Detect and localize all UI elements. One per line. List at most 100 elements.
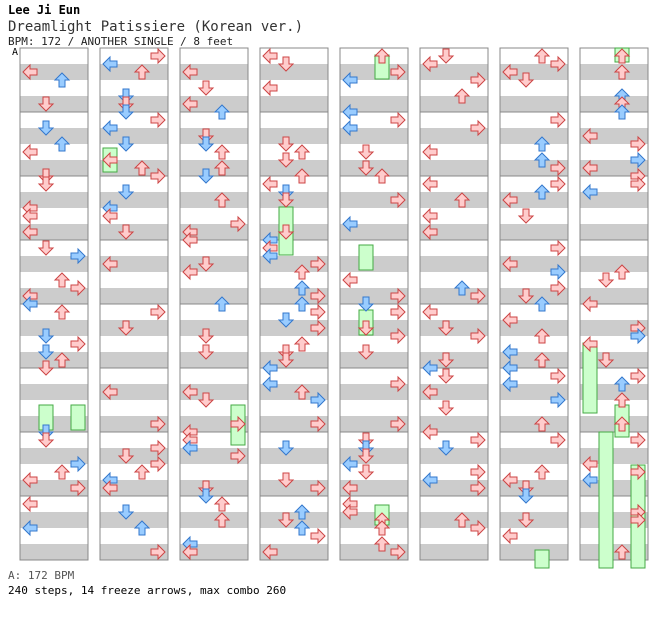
beat-stripe xyxy=(420,496,488,512)
beat-stripe xyxy=(500,512,568,528)
beat-stripe xyxy=(500,448,568,464)
beat-stripe xyxy=(100,416,168,432)
left-arrow-icon xyxy=(342,103,358,121)
beat-stripe xyxy=(340,288,408,304)
left-arrow-icon xyxy=(182,439,198,457)
up-arrow-icon xyxy=(293,144,311,160)
beat-stripe xyxy=(340,192,408,208)
down-arrow-icon xyxy=(37,240,55,256)
beat-stripe xyxy=(580,192,648,208)
column-border xyxy=(99,47,169,561)
down-arrow-icon xyxy=(357,320,375,336)
beat-stripe xyxy=(340,544,408,560)
beat-stripe xyxy=(340,400,408,416)
beat-stripe xyxy=(260,144,328,160)
down-arrow-icon xyxy=(437,400,455,416)
beat-stripe xyxy=(420,448,488,464)
down-arrow-icon xyxy=(277,192,295,208)
beat-stripe xyxy=(180,336,248,352)
beat-stripe xyxy=(420,256,488,272)
right-arrow-icon xyxy=(150,111,166,129)
beat-stripe xyxy=(340,176,408,192)
right-arrow-icon xyxy=(310,287,326,305)
left-arrow-icon xyxy=(502,255,518,273)
up-arrow-icon xyxy=(453,512,471,528)
beat-stripe xyxy=(20,240,88,256)
beat-stripe xyxy=(420,400,488,416)
left-arrow-icon xyxy=(102,383,118,401)
left-arrow-icon xyxy=(262,47,278,65)
beat-stripe xyxy=(260,512,328,528)
beat-stripe xyxy=(340,144,408,160)
down-arrow-icon xyxy=(117,136,135,152)
beat-stripe xyxy=(500,160,568,176)
beat-stripe xyxy=(180,192,248,208)
down-arrow-icon xyxy=(37,344,55,360)
down-arrow-icon xyxy=(277,56,295,72)
beat-stripe xyxy=(100,80,168,96)
up-arrow-icon xyxy=(533,296,551,312)
beat-stripe xyxy=(340,304,408,320)
beat-stripe xyxy=(260,352,328,368)
down-arrow-icon xyxy=(357,448,375,464)
down-arrow-icon xyxy=(277,472,295,488)
up-arrow-icon xyxy=(533,328,551,344)
beat-stripe xyxy=(180,320,248,336)
down-arrow-icon xyxy=(197,256,215,272)
down-arrow-icon xyxy=(437,320,455,336)
left-arrow-icon xyxy=(182,543,198,561)
right-arrow-icon xyxy=(470,119,486,137)
right-arrow-icon xyxy=(550,367,566,385)
beat-stripe xyxy=(580,240,648,256)
beat-stripe xyxy=(500,304,568,320)
song-title: Dreamlight Patissiere (Korean ver.) xyxy=(8,19,304,35)
beat-stripe xyxy=(180,160,248,176)
down-arrow-icon xyxy=(277,224,295,240)
beat-stripe xyxy=(100,112,168,128)
beat-stripe xyxy=(260,160,328,176)
beat-stripe xyxy=(420,368,488,384)
beat-stripe xyxy=(420,320,488,336)
beat-stripe xyxy=(100,544,168,560)
left-arrow-icon xyxy=(502,343,518,361)
beat-stripe xyxy=(180,64,248,80)
right-arrow-icon xyxy=(390,327,406,345)
beat-stripe xyxy=(20,64,88,80)
beat-stripe xyxy=(420,144,488,160)
beat-stripe xyxy=(100,496,168,512)
up-arrow-icon xyxy=(293,384,311,400)
left-arrow-icon xyxy=(422,359,438,377)
up-arrow-icon xyxy=(533,352,551,368)
freeze-arrow-body xyxy=(358,244,374,271)
beat-stripe xyxy=(260,112,328,128)
right-arrow-icon xyxy=(470,463,486,481)
right-arrow-icon xyxy=(630,151,646,169)
beat-stripe xyxy=(500,272,568,288)
beat-stripe xyxy=(500,240,568,256)
beat-stripe xyxy=(260,304,328,320)
beat-stripe xyxy=(100,48,168,64)
beat-stripe xyxy=(500,64,568,80)
beat-stripe xyxy=(20,272,88,288)
right-arrow-icon xyxy=(150,439,166,457)
beat-stripe xyxy=(500,400,568,416)
left-arrow-icon xyxy=(422,303,438,321)
right-arrow-icon xyxy=(550,111,566,129)
right-arrow-icon xyxy=(630,135,646,153)
beat-stripe xyxy=(580,64,648,80)
beat-stripe xyxy=(580,208,648,224)
left-arrow-icon xyxy=(102,55,118,73)
up-arrow-icon xyxy=(293,336,311,352)
up-arrow-icon xyxy=(453,88,471,104)
beat-stripe xyxy=(340,224,408,240)
beat-stripe xyxy=(500,496,568,512)
down-arrow-icon xyxy=(37,432,55,448)
left-arrow-icon xyxy=(582,455,598,473)
up-arrow-icon xyxy=(533,136,551,152)
beat-stripe xyxy=(260,176,328,192)
down-arrow-icon xyxy=(197,168,215,184)
up-arrow-icon xyxy=(213,512,231,528)
beat-stripe xyxy=(420,272,488,288)
left-arrow-icon xyxy=(502,63,518,81)
beat-stripe xyxy=(500,384,568,400)
